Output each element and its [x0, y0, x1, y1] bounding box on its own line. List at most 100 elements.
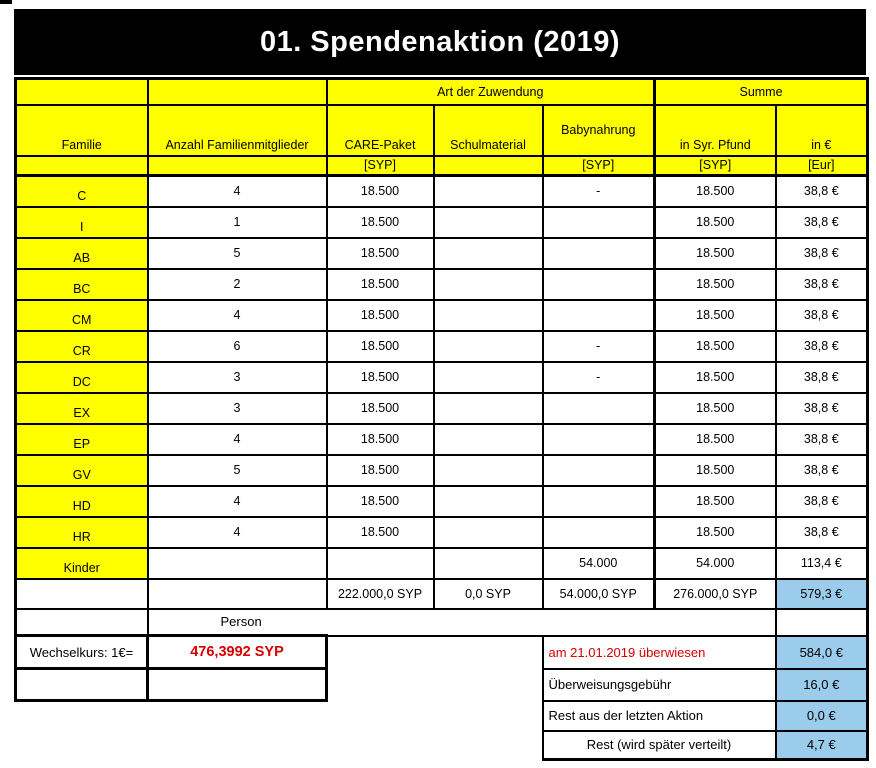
eur-cell: 38,8 €	[774, 174, 870, 208]
care-cell: 18.500	[325, 236, 435, 270]
unit-schulmaterial	[432, 154, 544, 177]
col-header-care-paket: CARE-Paket	[325, 103, 435, 157]
col-header-familie: Familie	[14, 103, 149, 157]
wechselkurs-value: 476,3992 SYP	[146, 634, 328, 670]
schulmaterial-cell	[432, 236, 544, 270]
syp-cell: 18.500	[653, 453, 777, 487]
table-row: EP 4 18.500 18.500 38,8 €	[14, 422, 870, 456]
corner-mark	[0, 0, 12, 4]
family-cell: HR	[14, 515, 149, 549]
rest-later-row: Rest (wird später verteilt) 4,7 €	[16, 729, 870, 761]
eur-cell: 38,8 €	[774, 298, 870, 332]
members-cell: 3	[146, 360, 328, 394]
family-cell: DC	[14, 360, 149, 394]
eur-cell: 38,8 €	[774, 267, 870, 301]
eur-cell: 38,8 €	[774, 236, 870, 270]
family-cell: HD	[14, 484, 149, 518]
babynahrung-cell: -	[541, 174, 657, 208]
care-cell: 18.500	[325, 453, 435, 487]
care-cell: 18.500	[325, 298, 435, 332]
totals-schulmaterial-cell: 0,0 SYP	[432, 577, 544, 610]
group-spacer-anzahl	[146, 77, 328, 106]
schulmaterial-cell	[432, 422, 544, 456]
members-cell: 4	[146, 484, 328, 518]
members-cell: 3	[146, 391, 328, 425]
group-header-summe: Summe	[653, 77, 870, 106]
person-cell: Person	[146, 607, 777, 637]
care-cell: 18.500	[325, 205, 435, 239]
family-cell: GV	[14, 453, 149, 487]
schulmaterial-cell	[432, 298, 544, 332]
care-cell: 18.500	[325, 360, 435, 394]
schulmaterial-cell	[432, 360, 544, 394]
kinder-schulmaterial-cell	[432, 546, 544, 580]
table-row: AB 5 18.500 18.500 38,8 €	[14, 236, 870, 270]
schulmaterial-cell	[432, 267, 544, 301]
members-cell: 5	[146, 236, 328, 270]
transfer-date-label: am 21.01.2019 überwiesen	[541, 634, 777, 670]
rest-previous-label: Rest aus der letzten Aktion	[541, 699, 777, 732]
care-cell: 18.500	[325, 174, 435, 208]
units-row: [SYP] [SYP] [SYP] [Eur]	[14, 154, 870, 177]
babynahrung-cell	[541, 484, 657, 518]
family-cell: C	[14, 174, 149, 208]
syp-cell: 18.500	[653, 236, 777, 270]
totals-care-cell: 222.000,0 SYP	[325, 577, 435, 610]
syp-cell: 18.500	[653, 391, 777, 425]
unit-care-syp: [SYP]	[325, 154, 435, 177]
members-cell: 5	[146, 453, 328, 487]
members-cell: 4	[146, 422, 328, 456]
babynahrung-cell	[541, 515, 657, 549]
fee-row: Überweisungsgebühr 16,0 €	[14, 667, 870, 702]
wechselkurs-row: Wechselkurs: 1€= 476,3992 SYP am 21.01.2…	[14, 634, 870, 670]
kinder-babynahrung-cell: 54.000	[541, 546, 657, 580]
kinder-label: Kinder	[14, 546, 149, 580]
syp-cell: 18.500	[653, 515, 777, 549]
eur-cell: 38,8 €	[774, 422, 870, 456]
syp-cell: 18.500	[653, 174, 777, 208]
members-cell: 2	[146, 267, 328, 301]
kinder-eur-cell: 113,4 €	[774, 546, 870, 580]
care-cell: 18.500	[325, 515, 435, 549]
group-spacer-familie	[14, 77, 149, 106]
person-spacer-cell	[14, 607, 149, 637]
eur-cell: 38,8 €	[774, 205, 870, 239]
totals-eur-cell: 579,3 €	[774, 577, 870, 610]
eur-cell: 38,8 €	[774, 329, 870, 363]
members-cell: 1	[146, 205, 328, 239]
schulmaterial-cell	[432, 391, 544, 425]
schulmaterial-cell	[432, 205, 544, 239]
syp-cell: 18.500	[653, 298, 777, 332]
wechselkurs-empty-1	[14, 667, 149, 702]
kinder-row: Kinder 54.000 54.000 113,4 €	[14, 546, 870, 580]
table-row: CR 6 18.500 - 18.500 38,8 €	[14, 329, 870, 363]
totals-babynahrung-cell: 54.000,0 SYP	[541, 577, 657, 610]
col-header-babynahrung: Babynahrung	[541, 103, 657, 157]
table-row: DC 3 18.500 - 18.500 38,8 €	[14, 360, 870, 394]
members-cell: 4	[146, 515, 328, 549]
syp-cell: 18.500	[653, 360, 777, 394]
babynahrung-cell	[541, 422, 657, 456]
col-header-anzahl: Anzahl Familienmitglieder	[146, 103, 328, 157]
babynahrung-cell	[541, 453, 657, 487]
family-section: C 4 18.500 - 18.500 38,8 € I 1 18.500 18…	[14, 174, 870, 549]
eur-cell: 38,8 €	[774, 484, 870, 518]
schulmaterial-cell	[432, 329, 544, 363]
col-header-syr-pfund: in Syr. Pfund	[653, 103, 777, 157]
table-row: HD 4 18.500 18.500 38,8 €	[14, 484, 870, 518]
schulmaterial-cell	[432, 453, 544, 487]
babynahrung-cell	[541, 205, 657, 239]
table-row: C 4 18.500 - 18.500 38,8 €	[14, 174, 870, 208]
family-cell: I	[14, 205, 149, 239]
kinder-care-cell	[325, 546, 435, 580]
members-cell: 4	[146, 298, 328, 332]
donation-table: Art der Zuwendung Summe Familie Anzahl F…	[14, 77, 870, 761]
unit-eur: [Eur]	[774, 154, 870, 177]
syp-cell: 18.500	[653, 484, 777, 518]
unit-anzahl	[146, 154, 328, 177]
table-row: BC 2 18.500 18.500 38,8 €	[14, 267, 870, 301]
schulmaterial-cell	[432, 515, 544, 549]
babynahrung-cell	[541, 236, 657, 270]
table-row: EX 3 18.500 18.500 38,8 €	[14, 391, 870, 425]
col-header-eur: in €	[774, 103, 870, 157]
